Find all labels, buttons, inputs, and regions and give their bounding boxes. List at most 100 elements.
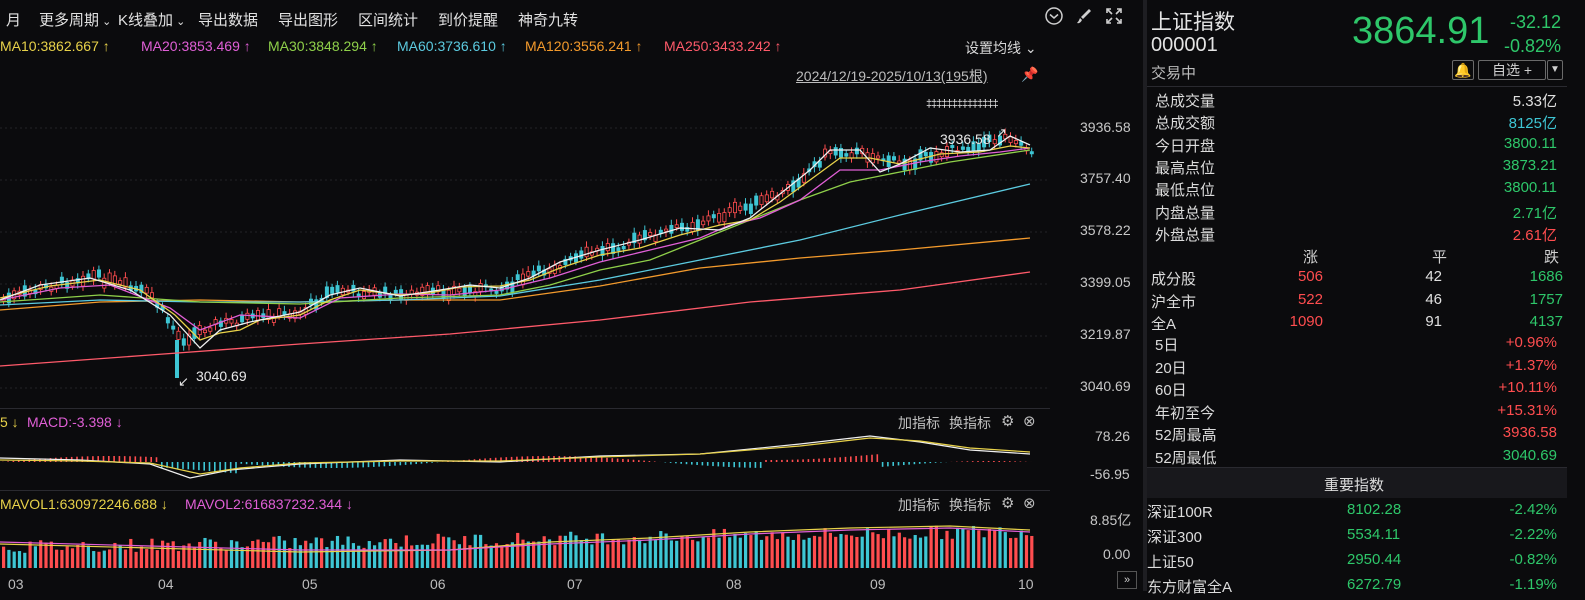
volume-bar xyxy=(431,543,434,568)
watchlist-dropdown[interactable]: ▼ xyxy=(1547,60,1563,80)
volume-chart[interactable] xyxy=(0,512,1050,568)
export-graph-button[interactable]: 导出图形 xyxy=(278,9,338,30)
volume-bar xyxy=(288,548,291,568)
important-index-row[interactable]: 深证300 5534.11 -2.22% xyxy=(1147,526,1565,550)
gear-icon[interactable]: ⚙ xyxy=(1001,412,1014,430)
kline-chart-panel: 月 更多周期 ⌄ K线叠加 ⌄ 导出数据 导出图形 区间统计 到价提醒 神奇九转… xyxy=(0,0,1143,591)
important-index-price: 5534.11 xyxy=(1347,526,1400,543)
volume-bar xyxy=(680,537,683,568)
magic-nine-button[interactable]: 神奇九转 xyxy=(518,9,578,30)
volume-bar xyxy=(463,536,466,568)
volume-bar xyxy=(150,539,153,568)
export-data-button[interactable]: 导出数据 xyxy=(198,9,258,30)
macd-bar xyxy=(707,462,709,466)
volume-bar xyxy=(781,533,784,568)
period-month-button[interactable]: 月 xyxy=(6,9,21,30)
volume-bar xyxy=(415,545,418,568)
macd-bar xyxy=(718,462,720,466)
volume-bar xyxy=(214,542,217,568)
volume-bar xyxy=(479,535,482,568)
candle xyxy=(834,148,837,155)
volume-bar xyxy=(850,536,853,568)
close-icon[interactable]: ⊗ xyxy=(1023,494,1036,512)
macd-bar xyxy=(808,459,810,462)
macd-bar xyxy=(119,456,121,462)
volume-bar xyxy=(331,541,334,568)
candle xyxy=(97,270,100,277)
macd-bar xyxy=(998,461,1000,462)
important-index-name: 东方财富全A xyxy=(1147,576,1232,597)
candle xyxy=(585,247,588,257)
breadth-up: 506 xyxy=(1298,268,1323,285)
candlestick-chart[interactable] xyxy=(0,90,1050,408)
more-period-dropdown[interactable]: 更多周期 ⌄ xyxy=(39,9,111,30)
breadth-header: 涨 平 跌 xyxy=(1147,246,1567,268)
volume-bar xyxy=(606,544,609,568)
macd-bar xyxy=(161,462,163,468)
volume-bar xyxy=(299,545,302,568)
stat-value: 8125亿 xyxy=(1509,112,1557,133)
volume-bar xyxy=(23,553,26,568)
gear-icon[interactable]: ⚙ xyxy=(1001,494,1014,512)
volume-bar xyxy=(739,538,742,568)
volume-bar xyxy=(304,541,307,568)
volume-bar xyxy=(829,533,832,568)
volume-bar xyxy=(108,549,111,568)
price-alert-button[interactable]: 到价提醒 xyxy=(438,9,498,30)
volume-bar xyxy=(1030,536,1033,568)
macd-bar xyxy=(209,462,211,471)
volume-bar xyxy=(930,527,933,568)
candle xyxy=(145,287,148,293)
range-stats-button[interactable]: 区间统计 xyxy=(358,9,418,30)
macd-bar xyxy=(839,457,841,462)
kline-overlay-dropdown[interactable]: K线叠加 ⌄ xyxy=(118,9,185,30)
volume-bar xyxy=(426,545,429,568)
macd-bar xyxy=(241,462,243,464)
macd-bar xyxy=(400,462,402,465)
macd-bar xyxy=(1009,461,1011,462)
macd-chart[interactable] xyxy=(0,430,1050,488)
macd-bar xyxy=(760,462,762,468)
important-index-row[interactable]: 上证50 2950.44 -0.82% xyxy=(1147,551,1565,575)
volume-bar xyxy=(537,542,540,568)
ma-settings-dropdown[interactable]: 设置均线 ⌄ xyxy=(965,38,1037,58)
breadth-header-down: 跌 xyxy=(1544,246,1559,267)
candle xyxy=(495,291,498,293)
candle xyxy=(877,156,880,158)
collapse-circle-icon[interactable] xyxy=(1043,6,1065,28)
macd-bar xyxy=(13,461,15,462)
stat-value: 2.61亿 xyxy=(1513,224,1557,245)
candle xyxy=(1014,140,1017,143)
month-label: 03 xyxy=(8,576,24,592)
candle xyxy=(182,339,185,345)
volume-bar xyxy=(786,537,789,568)
perf-value: +10.11% xyxy=(1498,379,1557,396)
pin-icon[interactable]: 📌 xyxy=(1021,66,1038,83)
add-to-watchlist-button[interactable]: 自选 + xyxy=(1478,60,1546,80)
expand-panel-button[interactable]: » xyxy=(1117,571,1137,589)
volume-bar xyxy=(543,536,546,568)
month-label: 04 xyxy=(158,576,174,592)
candle xyxy=(617,248,620,251)
close-icon[interactable]: ⊗ xyxy=(1023,412,1036,430)
fullscreen-icon[interactable] xyxy=(1103,6,1125,28)
volume-bar xyxy=(723,529,726,568)
draw-brush-icon[interactable] xyxy=(1073,6,1095,28)
volume-bar xyxy=(988,529,991,568)
volume-bar xyxy=(119,545,122,568)
bell-icon[interactable]: 🔔 xyxy=(1452,60,1474,80)
candle xyxy=(479,284,482,292)
macd-bar xyxy=(1004,461,1006,462)
price-change-pct: -0.82% xyxy=(1504,36,1561,57)
candle xyxy=(855,148,858,154)
volume-bar xyxy=(92,551,95,568)
stat-row: 今日开盘 3800.11 xyxy=(1155,135,1557,157)
volume-bar xyxy=(771,532,774,568)
important-index-row[interactable]: 东方财富全A 6272.79 -1.19% xyxy=(1147,576,1565,600)
date-range-label: 2024/12/19-2025/10/13(195根) xyxy=(796,66,987,86)
important-index-row[interactable]: 深证100R 8102.28 -2.42% xyxy=(1147,501,1565,525)
volume-bar xyxy=(7,550,10,568)
stat-row: 最高点位 3873.21 xyxy=(1155,157,1557,179)
breadth-flat: 46 xyxy=(1425,291,1442,308)
chevron-down-icon: ⌄ xyxy=(99,16,111,28)
